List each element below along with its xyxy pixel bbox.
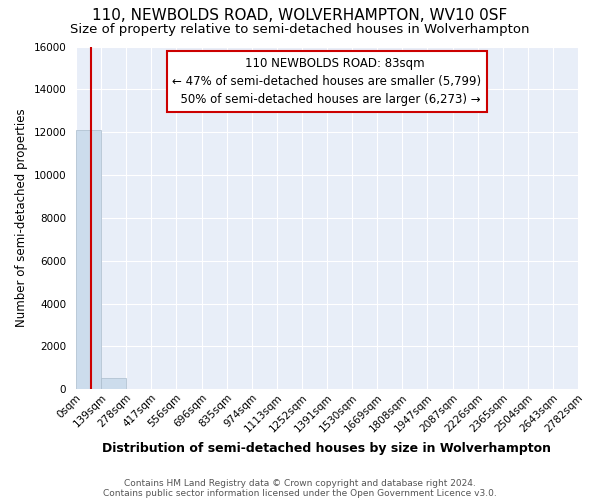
Text: 110, NEWBOLDS ROAD, WOLVERHAMPTON, WV10 0SF: 110, NEWBOLDS ROAD, WOLVERHAMPTON, WV10 …: [92, 8, 508, 22]
Bar: [101, 378, 126, 390]
Bar: [76, 130, 101, 390]
Bar: [126, 388, 151, 390]
Text: Size of property relative to semi-detached houses in Wolverhampton: Size of property relative to semi-detach…: [70, 22, 530, 36]
Text: Contains HM Land Registry data © Crown copyright and database right 2024.: Contains HM Land Registry data © Crown c…: [124, 478, 476, 488]
Text: 110 NEWBOLDS ROAD: 83sqm
← 47% of semi-detached houses are smaller (5,799)
  50%: 110 NEWBOLDS ROAD: 83sqm ← 47% of semi-d…: [172, 57, 482, 106]
Y-axis label: Number of semi-detached properties: Number of semi-detached properties: [15, 108, 28, 327]
X-axis label: Distribution of semi-detached houses by size in Wolverhampton: Distribution of semi-detached houses by …: [103, 442, 551, 455]
Text: Contains public sector information licensed under the Open Government Licence v3: Contains public sector information licen…: [103, 488, 497, 498]
